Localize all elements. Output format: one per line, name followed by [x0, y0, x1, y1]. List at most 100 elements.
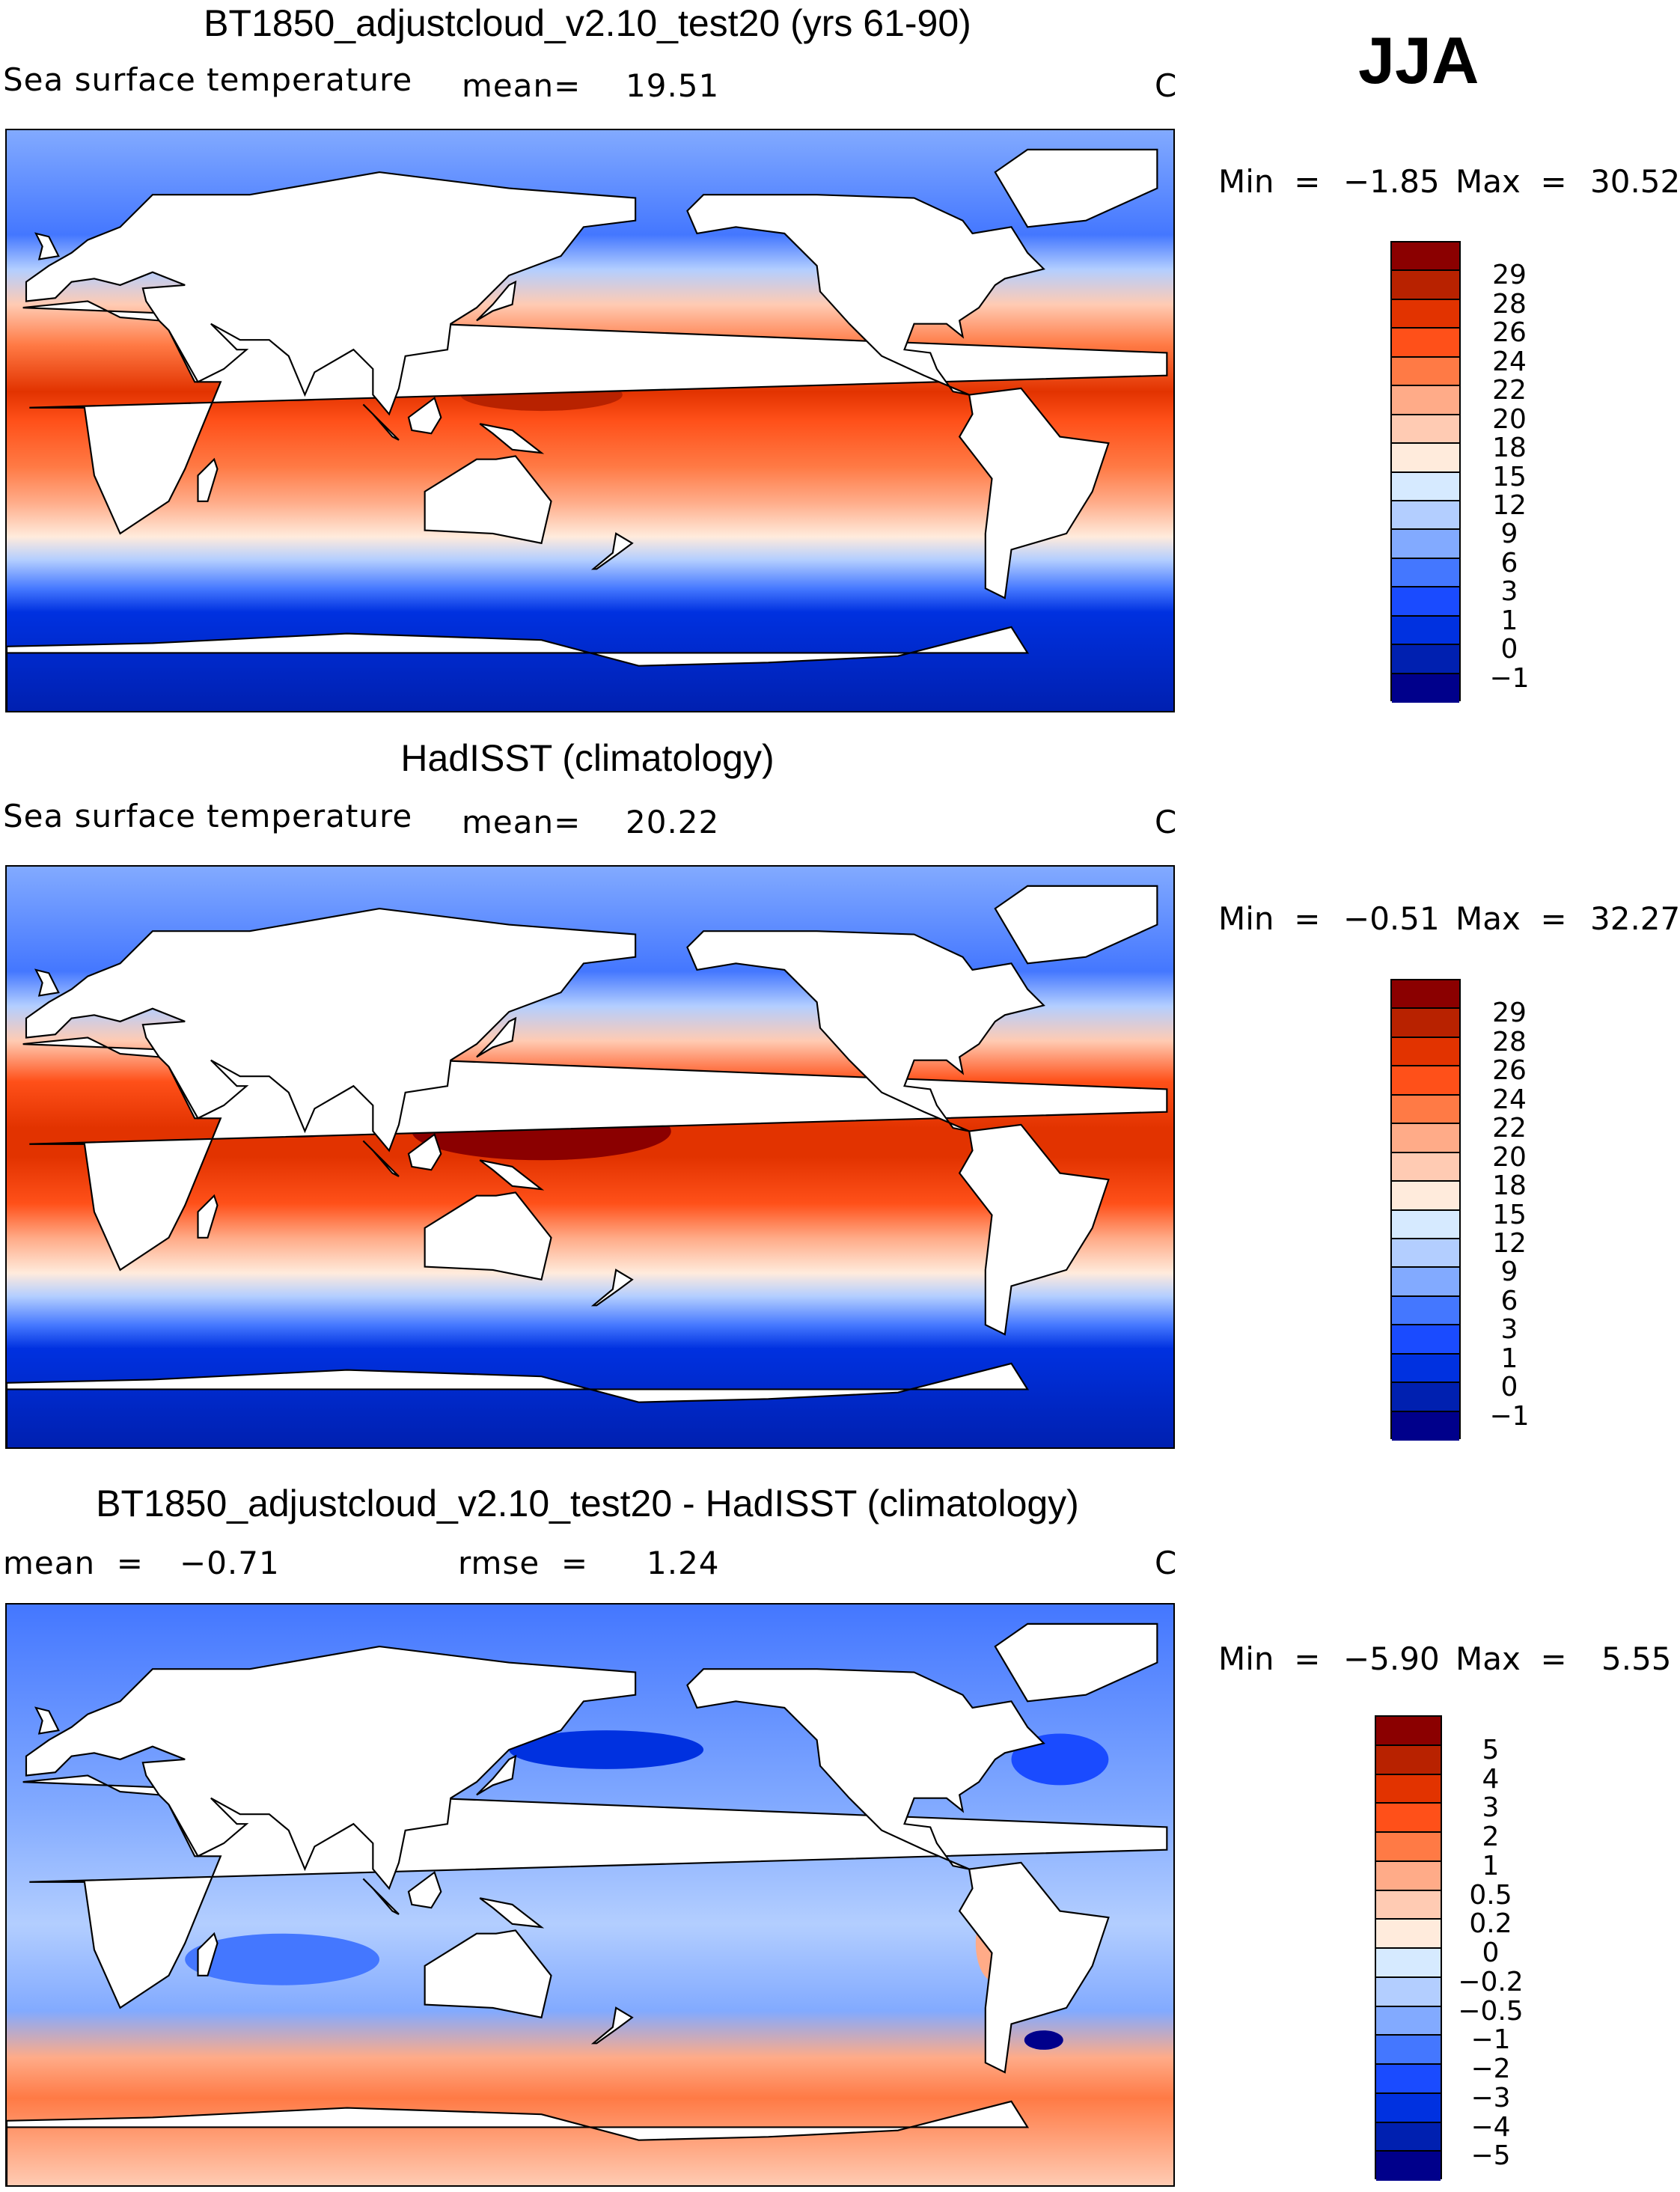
colorbar-swatch	[1392, 1009, 1459, 1038]
colorbar-tick-label: 6	[1500, 1285, 1518, 1316]
panel-2-mean-value: 20.22	[626, 804, 720, 840]
colorbar-swatch	[1392, 329, 1459, 358]
colorbar-swatch	[1376, 2093, 1441, 2123]
colorbar-swatch	[1392, 1182, 1459, 1211]
panel-1-min-value: −1.85	[1343, 163, 1440, 200]
land-uk	[34, 968, 60, 997]
land-madagascar	[197, 457, 219, 502]
land-greenland	[994, 148, 1158, 228]
colorbar-tick-label: 1	[1500, 605, 1518, 636]
colorbar-swatch	[1392, 386, 1459, 415]
land-borneo	[407, 1133, 442, 1171]
colorbar-swatch	[1392, 501, 1459, 531]
land-borneo	[407, 397, 442, 435]
panel-1-units: C	[1155, 67, 1178, 104]
colorbar-swatch	[1376, 2006, 1441, 2036]
colorbar-swatch	[1392, 1296, 1459, 1326]
colorbar-tick-label: 15	[1492, 1199, 1527, 1230]
colorbar-swatch	[1392, 472, 1459, 501]
colorbar-tick-label: 29	[1492, 260, 1527, 291]
colorbar-tick-label: 3	[1500, 1314, 1518, 1346]
colorbar-tick-label: 3	[1482, 1792, 1500, 1824]
land-uk	[34, 1706, 60, 1735]
land-sumatra	[362, 403, 400, 441]
panel-2-max-value: 32.27	[1590, 900, 1680, 937]
colorbar-tick-label: 6	[1500, 547, 1518, 578]
colorbar-tick-label: 18	[1492, 1170, 1527, 1202]
land-madagascar	[197, 1194, 219, 1239]
colorbar-swatch	[1392, 1268, 1459, 1297]
colorbar-tick-label: 26	[1492, 317, 1527, 349]
season-label: JJA	[1358, 23, 1479, 97]
land-japan	[476, 1016, 517, 1058]
land-greenland	[994, 1622, 1158, 1703]
colorbar-swatch	[1376, 2065, 1441, 2094]
colorbar-tick-label: 22	[1492, 1113, 1527, 1144]
land-sumatra	[362, 1140, 400, 1177]
cold-anomaly	[1011, 1733, 1109, 1786]
land-namerica	[686, 194, 1045, 396]
land-australia	[424, 455, 552, 545]
land-antarctica	[7, 626, 1030, 711]
land-nz	[590, 2006, 634, 2045]
panel-2-map	[5, 865, 1175, 1449]
land-uk	[34, 232, 60, 260]
colorbar-tick-label: −4	[1470, 2111, 1511, 2143]
colorbar-tick-label: 29	[1492, 998, 1527, 1029]
colorbar-tick-label: 0	[1482, 1938, 1500, 1968]
panel-2-mean-label: mean=	[462, 804, 581, 840]
colorbar-tick-label: 26	[1492, 1055, 1527, 1087]
colorbar-tick-label: −5	[1470, 2140, 1511, 2172]
colorbar-swatch	[1392, 299, 1459, 329]
panel-3-rmse-value: 1.24	[647, 1545, 720, 1581]
colorbar-tick-label: −3	[1470, 2082, 1511, 2113]
colorbar-tick-label: 12	[1492, 1227, 1527, 1259]
land-australia	[424, 1191, 552, 1281]
colorbar-swatch	[1392, 980, 1459, 1010]
land-nz	[590, 1269, 634, 1307]
colorbar-swatch	[1392, 415, 1459, 445]
colorbar-swatch	[1392, 674, 1459, 703]
panel-3-max-label: Max =	[1456, 1640, 1567, 1677]
land-japan	[476, 1754, 517, 1796]
panel-1-max-value: 30.52	[1590, 163, 1680, 200]
land-sumatra	[362, 1878, 400, 1915]
panel-1-max-label: Max =	[1456, 163, 1567, 200]
panel-2-max-label: Max =	[1456, 900, 1567, 937]
panel-2-title: HadISST (climatology)	[400, 737, 775, 779]
colorbar-tick-label: 0	[1500, 1372, 1518, 1403]
colorbar-swatch	[1376, 1861, 1441, 1891]
colorbar-tick-label: 18	[1492, 433, 1527, 464]
colorbar-tick-label: −1	[1489, 662, 1530, 694]
panel-1-mean-value: 19.51	[626, 67, 720, 104]
land-nz	[590, 532, 634, 570]
cold-anomaly	[185, 1933, 380, 1985]
colorbar-swatch	[1392, 1325, 1459, 1355]
colorbar-swatch	[1376, 2122, 1441, 2152]
land-eurasia	[25, 1645, 637, 1890]
cold-anomaly	[509, 1730, 704, 1769]
land-samerica	[958, 1123, 1110, 1336]
colorbar-swatch	[1376, 2036, 1441, 2065]
panel-2-min-label: Min =	[1218, 900, 1321, 937]
colorbar-swatch	[1392, 1153, 1459, 1182]
land-namerica	[686, 1668, 1045, 1870]
colorbar-tick-label: −1	[1470, 2024, 1511, 2056]
land-australia	[424, 1929, 552, 2019]
panel-1-min-label: Min =	[1218, 163, 1321, 200]
colorbar-tick-label: 24	[1492, 346, 1527, 377]
colorbar-swatch	[1392, 530, 1459, 559]
colorbar-swatch	[1392, 1239, 1459, 1269]
colorbar-swatch	[1376, 1745, 1441, 1775]
colorbar-tick-label: 0	[1500, 634, 1518, 665]
colorbar-tick-label: 28	[1492, 1026, 1527, 1057]
colorbar-swatch	[1392, 1383, 1459, 1412]
colorbar-tick-label: 4	[1482, 1763, 1500, 1795]
panel-3-map	[5, 1603, 1175, 2187]
colorbar-swatch	[1392, 1124, 1459, 1153]
panel-3-units: C	[1155, 1545, 1178, 1581]
colorbar-swatch	[1392, 616, 1459, 646]
colorbar-tick-label: −0.5	[1458, 1995, 1524, 2027]
panel-2-colorbar	[1390, 979, 1461, 1441]
colorbar-swatch	[1376, 1774, 1441, 1804]
